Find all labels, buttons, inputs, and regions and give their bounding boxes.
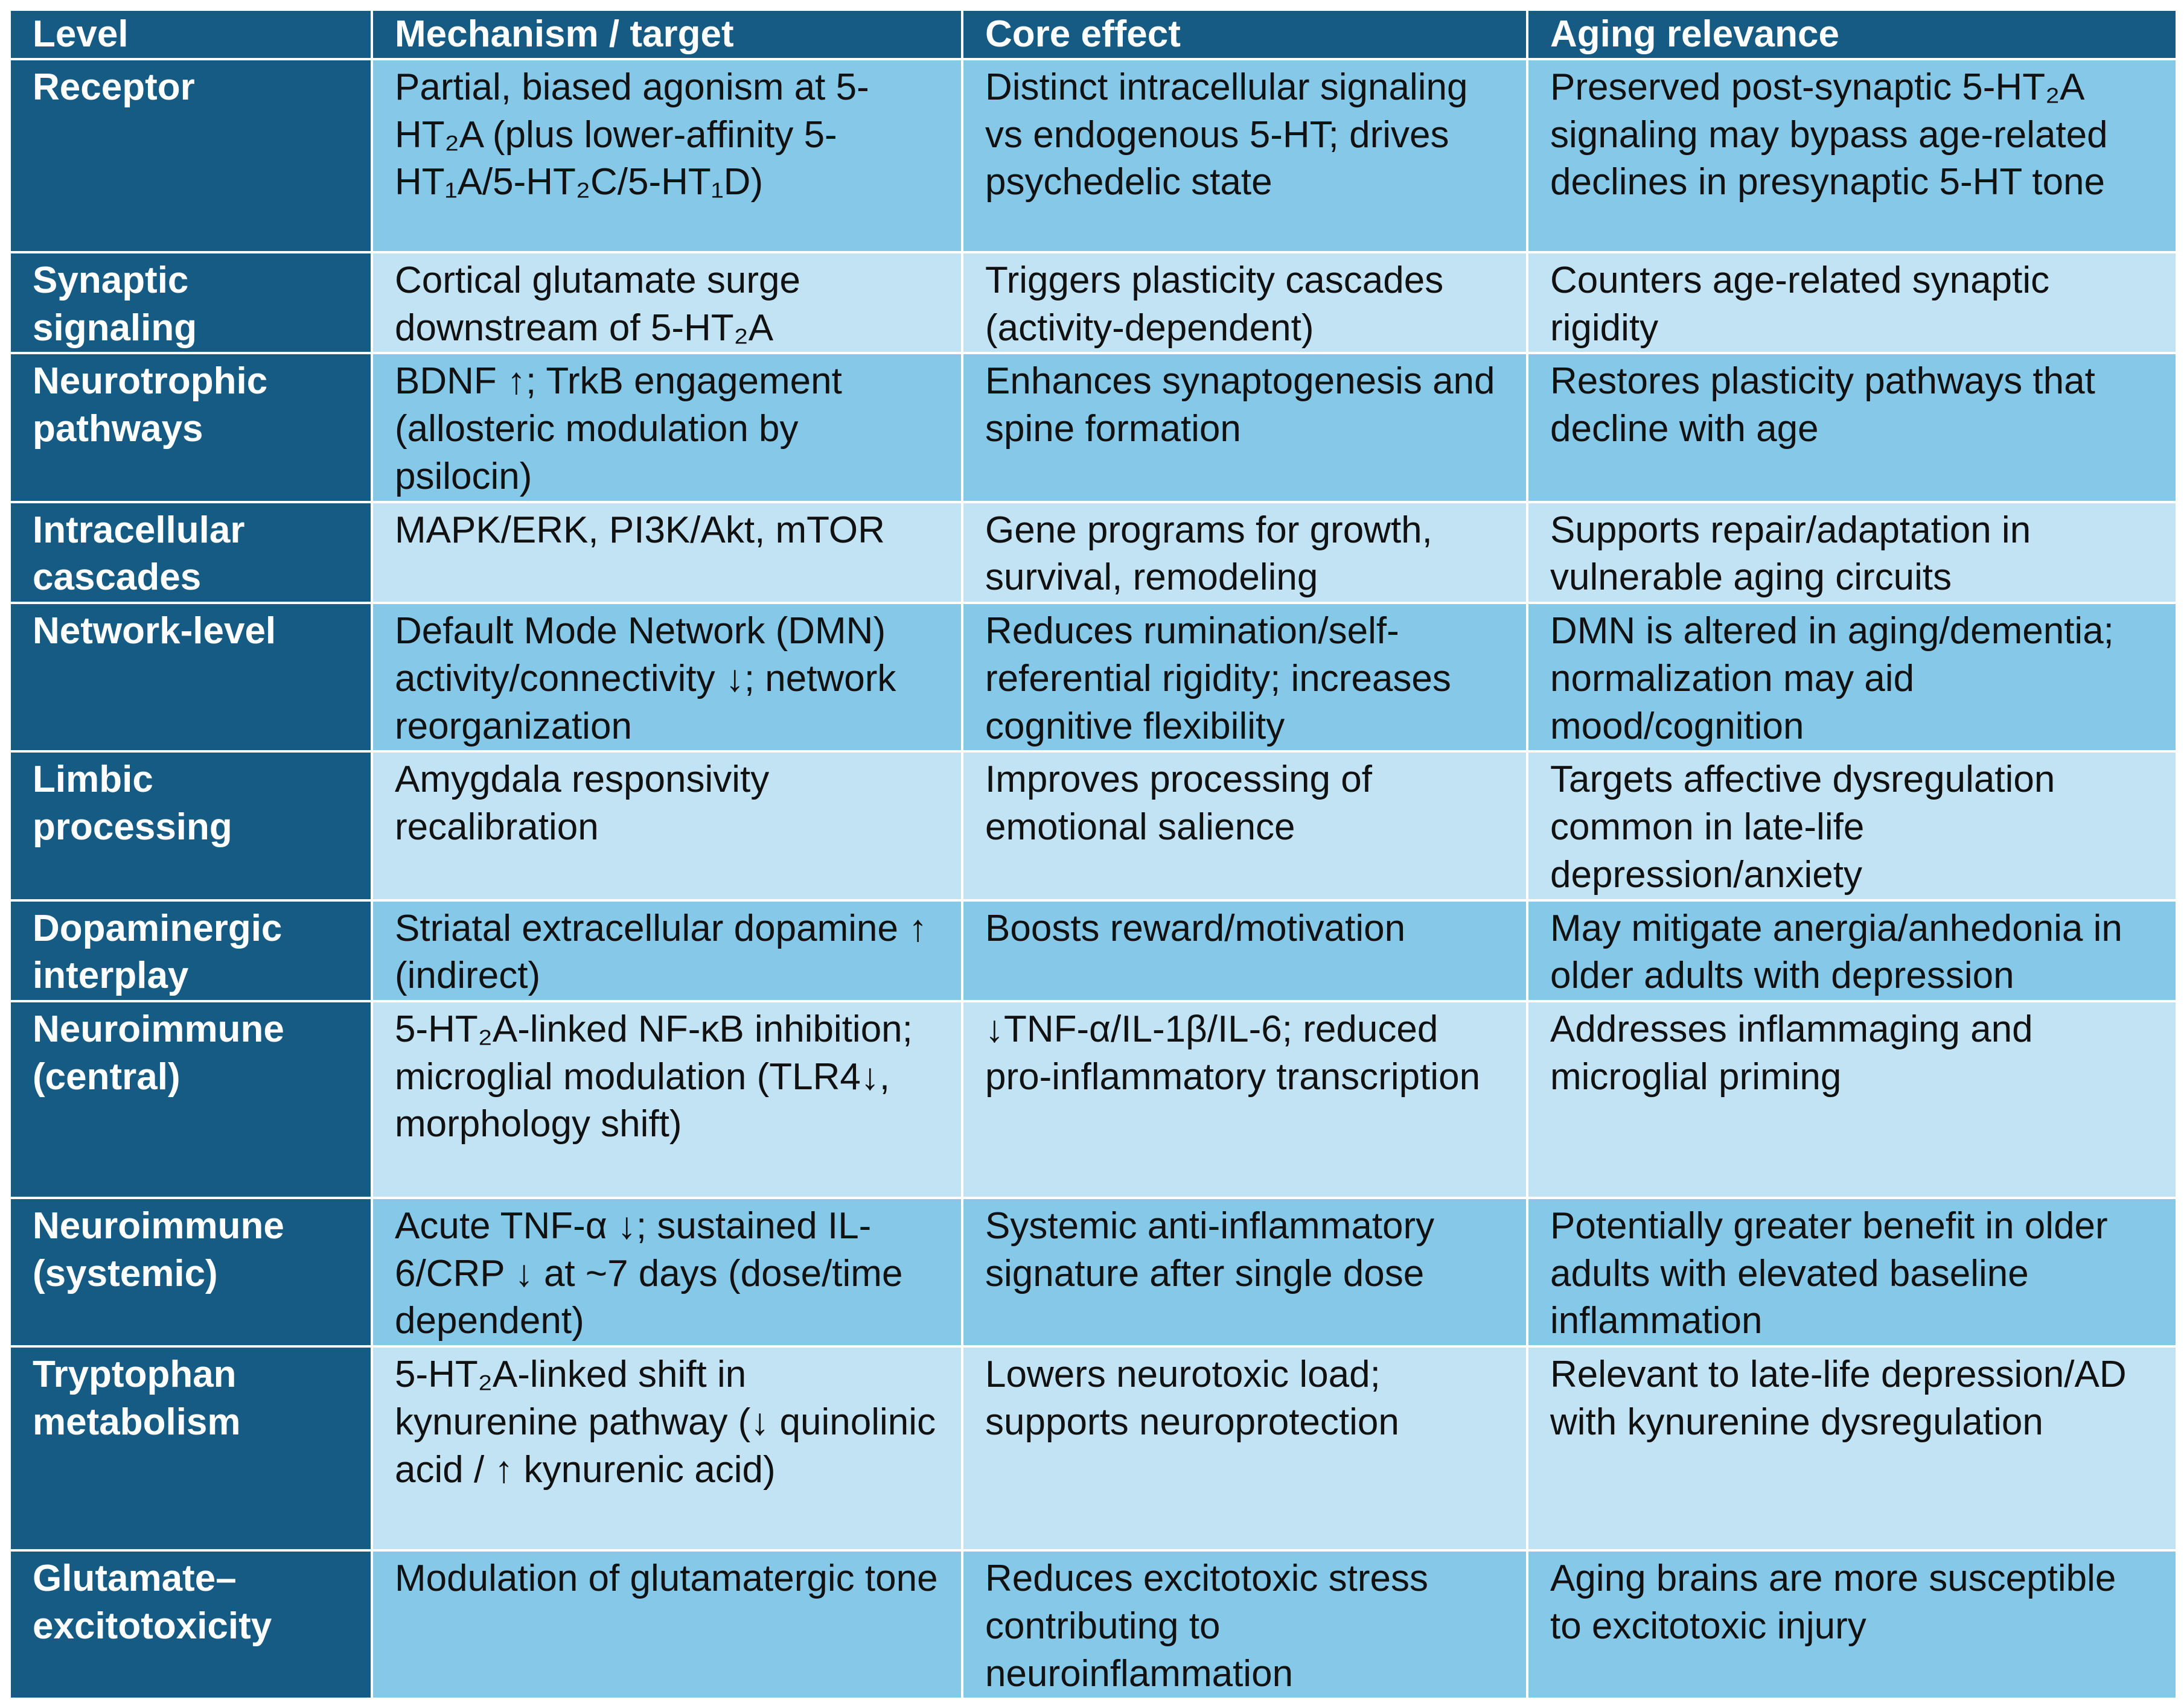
row-mechanism: MAPK/ERK, PI3K/Akt, mTOR: [371, 500, 963, 605]
row-core-effect: Enhances synaptogenesis and spine format…: [961, 352, 1528, 503]
row-aging-relevance: Counters age-related synaptic rigidity: [1526, 250, 2178, 355]
table-row: Limbic processing Amygdala responsivity …: [8, 750, 2178, 902]
table-row: Network-level Default Mode Network (DMN)…: [8, 602, 2178, 753]
table-row: Receptor Partial, biased agonism at 5-HT…: [8, 58, 2178, 253]
header-row: Level Mechanism / target Core effect Agi…: [8, 8, 2178, 60]
row-aging-relevance: Potentially greater benefit in older adu…: [1526, 1197, 2178, 1348]
row-core-effect: Reduces rumination/self-referential rigi…: [961, 602, 1528, 753]
table-row: Glutamate–excitotoxicity Modulation of g…: [8, 1549, 2178, 1700]
row-level: Neurotrophic pathways: [8, 352, 373, 503]
row-core-effect: Gene programs for growth, survival, remo…: [961, 500, 1528, 605]
row-level: Tryptophan metabolism: [8, 1345, 373, 1552]
row-level: Network-level: [8, 602, 373, 753]
row-level: Dopaminergic interplay: [8, 899, 373, 1003]
row-mechanism: Default Mode Network (DMN) activity/conn…: [371, 602, 963, 753]
row-aging-relevance: May mitigate anergia/anhedonia in older …: [1526, 899, 2178, 1003]
row-mechanism: Modulation of glutamatergic tone: [371, 1549, 963, 1700]
row-level: Receptor: [8, 58, 373, 253]
row-aging-relevance: Relevant to late-life depression/AD with…: [1526, 1345, 2178, 1552]
row-level: Neuroimmune (systemic): [8, 1197, 373, 1348]
mechanism-table-container: Level Mechanism / target Core effect Agi…: [8, 8, 2178, 1700]
row-aging-relevance: Restores plasticity pathways that declin…: [1526, 352, 2178, 503]
row-aging-relevance: Addresses inflammaging and microglial pr…: [1526, 1000, 2178, 1200]
row-level: Limbic processing: [8, 750, 373, 902]
row-core-effect: Triggers plasticity cascades (activity-d…: [961, 250, 1528, 355]
table-row: Neuroimmune (central) 5-HT₂A-linked NF-κ…: [8, 1000, 2178, 1200]
row-aging-relevance: Aging brains are more susceptible to exc…: [1526, 1549, 2178, 1700]
row-level: Glutamate–excitotoxicity: [8, 1549, 373, 1700]
table-header: Level Mechanism / target Core effect Agi…: [8, 8, 2178, 60]
row-mechanism: Acute TNF-α ↓; sustained IL-6/CRP ↓ at ~…: [371, 1197, 963, 1348]
row-core-effect: Systemic anti-inflammatory signature aft…: [961, 1197, 1528, 1348]
table-row: Neurotrophic pathways BDNF ↑; TrkB engag…: [8, 352, 2178, 503]
row-mechanism: BDNF ↑; TrkB engagement (allosteric modu…: [371, 352, 963, 503]
table-row: Intracellular cascades MAPK/ERK, PI3K/Ak…: [8, 500, 2178, 605]
row-level: Neuroimmune (central): [8, 1000, 373, 1200]
row-core-effect: Reduces excitotoxic stress contributing …: [961, 1549, 1528, 1700]
row-mechanism: 5-HT₂A-linked shift in kynurenine pathwa…: [371, 1345, 963, 1552]
header-level: Level: [8, 8, 373, 60]
row-mechanism: 5-HT₂A-linked NF-κB inhibition; microgli…: [371, 1000, 963, 1200]
table-body: Receptor Partial, biased agonism at 5-HT…: [8, 58, 2178, 1700]
row-mechanism: Partial, biased agonism at 5-HT₂A (plus …: [371, 58, 963, 253]
row-mechanism: Amygdala responsivity recalibration: [371, 750, 963, 902]
row-mechanism: Striatal extracellular dopamine ↑ (indir…: [371, 899, 963, 1003]
row-core-effect: Lowers neurotoxic load; supports neuropr…: [961, 1345, 1528, 1552]
row-aging-relevance: DMN is altered in aging/dementia; normal…: [1526, 602, 2178, 753]
row-core-effect: ↓TNF-α/IL-1β/IL-6; reduced pro-inflammat…: [961, 1000, 1528, 1200]
row-aging-relevance: Supports repair/adaptation in vulnerable…: [1526, 500, 2178, 605]
row-aging-relevance: Preserved post-synaptic 5-HT₂A signaling…: [1526, 58, 2178, 253]
row-core-effect: Boosts reward/motivation: [961, 899, 1528, 1003]
table-row: Dopaminergic interplay Striatal extracel…: [8, 899, 2178, 1003]
row-aging-relevance: Targets affective dysregulation common i…: [1526, 750, 2178, 902]
header-core-effect: Core effect: [961, 8, 1528, 60]
header-aging-relevance: Aging relevance: [1526, 8, 2178, 60]
table-row: Synaptic signaling Cortical glutamate su…: [8, 250, 2178, 355]
table-row: Tryptophan metabolism 5-HT₂A-linked shif…: [8, 1345, 2178, 1552]
row-core-effect: Improves processing of emotional salienc…: [961, 750, 1528, 902]
row-level: Intracellular cascades: [8, 500, 373, 605]
header-mechanism: Mechanism / target: [371, 8, 963, 60]
row-core-effect: Distinct intracellular signaling vs endo…: [961, 58, 1528, 253]
row-mechanism: Cortical glutamate surge downstream of 5…: [371, 250, 963, 355]
row-level: Synaptic signaling: [8, 250, 373, 355]
mechanism-table: Level Mechanism / target Core effect Agi…: [8, 8, 2178, 1700]
table-row: Neuroimmune (systemic) Acute TNF-α ↓; su…: [8, 1197, 2178, 1348]
